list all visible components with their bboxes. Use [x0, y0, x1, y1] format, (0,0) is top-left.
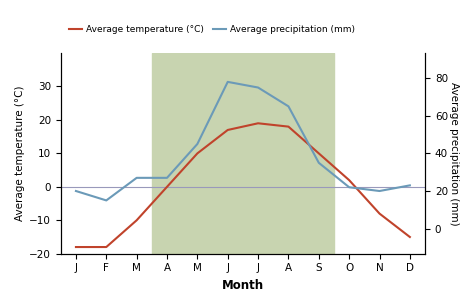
- Y-axis label: Average temperature (°C): Average temperature (°C): [15, 86, 25, 221]
- Bar: [152, 53, 334, 254]
- Y-axis label: Average precipitation (mm): Average precipitation (mm): [449, 82, 459, 225]
- X-axis label: Month: Month: [222, 279, 264, 292]
- Legend: Average temperature (°C), Average precipitation (mm): Average temperature (°C), Average precip…: [65, 21, 359, 38]
